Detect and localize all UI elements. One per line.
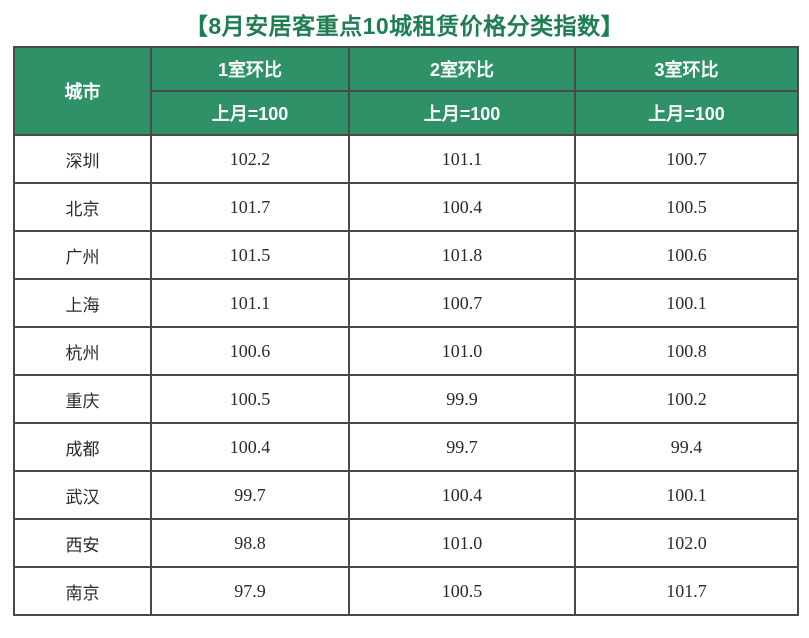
value-cell: 99.7 [348, 422, 576, 472]
table-row: 武汉 99.7 100.4 100.1 [13, 470, 799, 520]
city-cell: 深圳 [13, 134, 152, 184]
table-row: 深圳 102.2 101.1 100.7 [13, 134, 799, 184]
value-cell: 101.0 [348, 326, 576, 376]
header-cell-1room: 1室环比 [150, 46, 350, 92]
subheader-cell-2room: 上月=100 [348, 90, 576, 136]
value-cell: 101.7 [574, 566, 799, 616]
value-cell: 100.5 [348, 566, 576, 616]
header-row-base: 上月=100 上月=100 上月=100 [14, 90, 799, 136]
city-cell: 南京 [13, 566, 152, 616]
value-cell: 100.7 [574, 134, 799, 184]
table-row: 杭州 100.6 101.0 100.8 [13, 326, 799, 376]
value-cell: 100.2 [574, 374, 799, 424]
city-cell: 武汉 [13, 470, 152, 520]
value-cell: 102.0 [574, 518, 799, 568]
value-cell: 99.4 [574, 422, 799, 472]
table-row: 南京 97.9 100.5 101.7 [13, 566, 799, 616]
value-cell: 100.1 [574, 278, 799, 328]
city-cell: 杭州 [13, 326, 152, 376]
value-cell: 97.9 [150, 566, 350, 616]
value-cell: 100.5 [574, 182, 799, 232]
value-cell: 101.8 [348, 230, 576, 280]
value-cell: 101.7 [150, 182, 350, 232]
value-cell: 100.4 [348, 470, 576, 520]
city-cell: 广州 [13, 230, 152, 280]
table-body: 深圳 102.2 101.1 100.7 北京 101.7 100.4 100.… [13, 134, 799, 616]
rental-index-table: 城市 1室环比 2室环比 3室环比 上月=100 上月=100 上月=100 深… [13, 46, 799, 616]
subheader-cell-1room: 上月=100 [150, 90, 350, 136]
table-row: 重庆 100.5 99.9 100.2 [13, 374, 799, 424]
city-cell: 成都 [13, 422, 152, 472]
city-cell: 西安 [13, 518, 152, 568]
value-cell: 100.4 [348, 182, 576, 232]
table-row: 北京 101.7 100.4 100.5 [13, 182, 799, 232]
value-cell: 101.5 [150, 230, 350, 280]
table-row: 上海 101.1 100.7 100.1 [13, 278, 799, 328]
value-cell: 99.7 [150, 470, 350, 520]
city-cell: 重庆 [13, 374, 152, 424]
header-row-groups: 城市 1室环比 2室环比 3室环比 [13, 46, 799, 136]
header-cell-city: 城市 [13, 46, 152, 136]
city-cell: 北京 [13, 182, 152, 232]
subheader-cell-3room: 上月=100 [574, 90, 799, 136]
value-cell: 100.1 [574, 470, 799, 520]
table-row: 西安 98.8 101.0 102.0 [13, 518, 799, 568]
table-header: 城市 1室环比 2室环比 3室环比 上月=100 上月=100 上月=100 [13, 46, 799, 136]
value-cell: 101.1 [150, 278, 350, 328]
city-cell: 上海 [13, 278, 152, 328]
table-row: 成都 100.4 99.7 99.4 [13, 422, 799, 472]
value-cell: 101.1 [348, 134, 576, 184]
value-cell: 100.5 [150, 374, 350, 424]
value-cell: 100.6 [150, 326, 350, 376]
value-cell: 100.8 [574, 326, 799, 376]
table-row: 广州 101.5 101.8 100.6 [13, 230, 799, 280]
value-cell: 100.7 [348, 278, 576, 328]
value-cell: 98.8 [150, 518, 350, 568]
value-cell: 100.4 [150, 422, 350, 472]
value-cell: 101.0 [348, 518, 576, 568]
page-title: 【8月安居客重点10城租赁价格分类指数】 [184, 13, 625, 39]
header-cell-2room: 2室环比 [348, 46, 576, 92]
value-cell: 99.9 [348, 374, 576, 424]
value-cell: 102.2 [150, 134, 350, 184]
value-cell: 100.6 [574, 230, 799, 280]
header-cell-3room: 3室环比 [574, 46, 799, 92]
